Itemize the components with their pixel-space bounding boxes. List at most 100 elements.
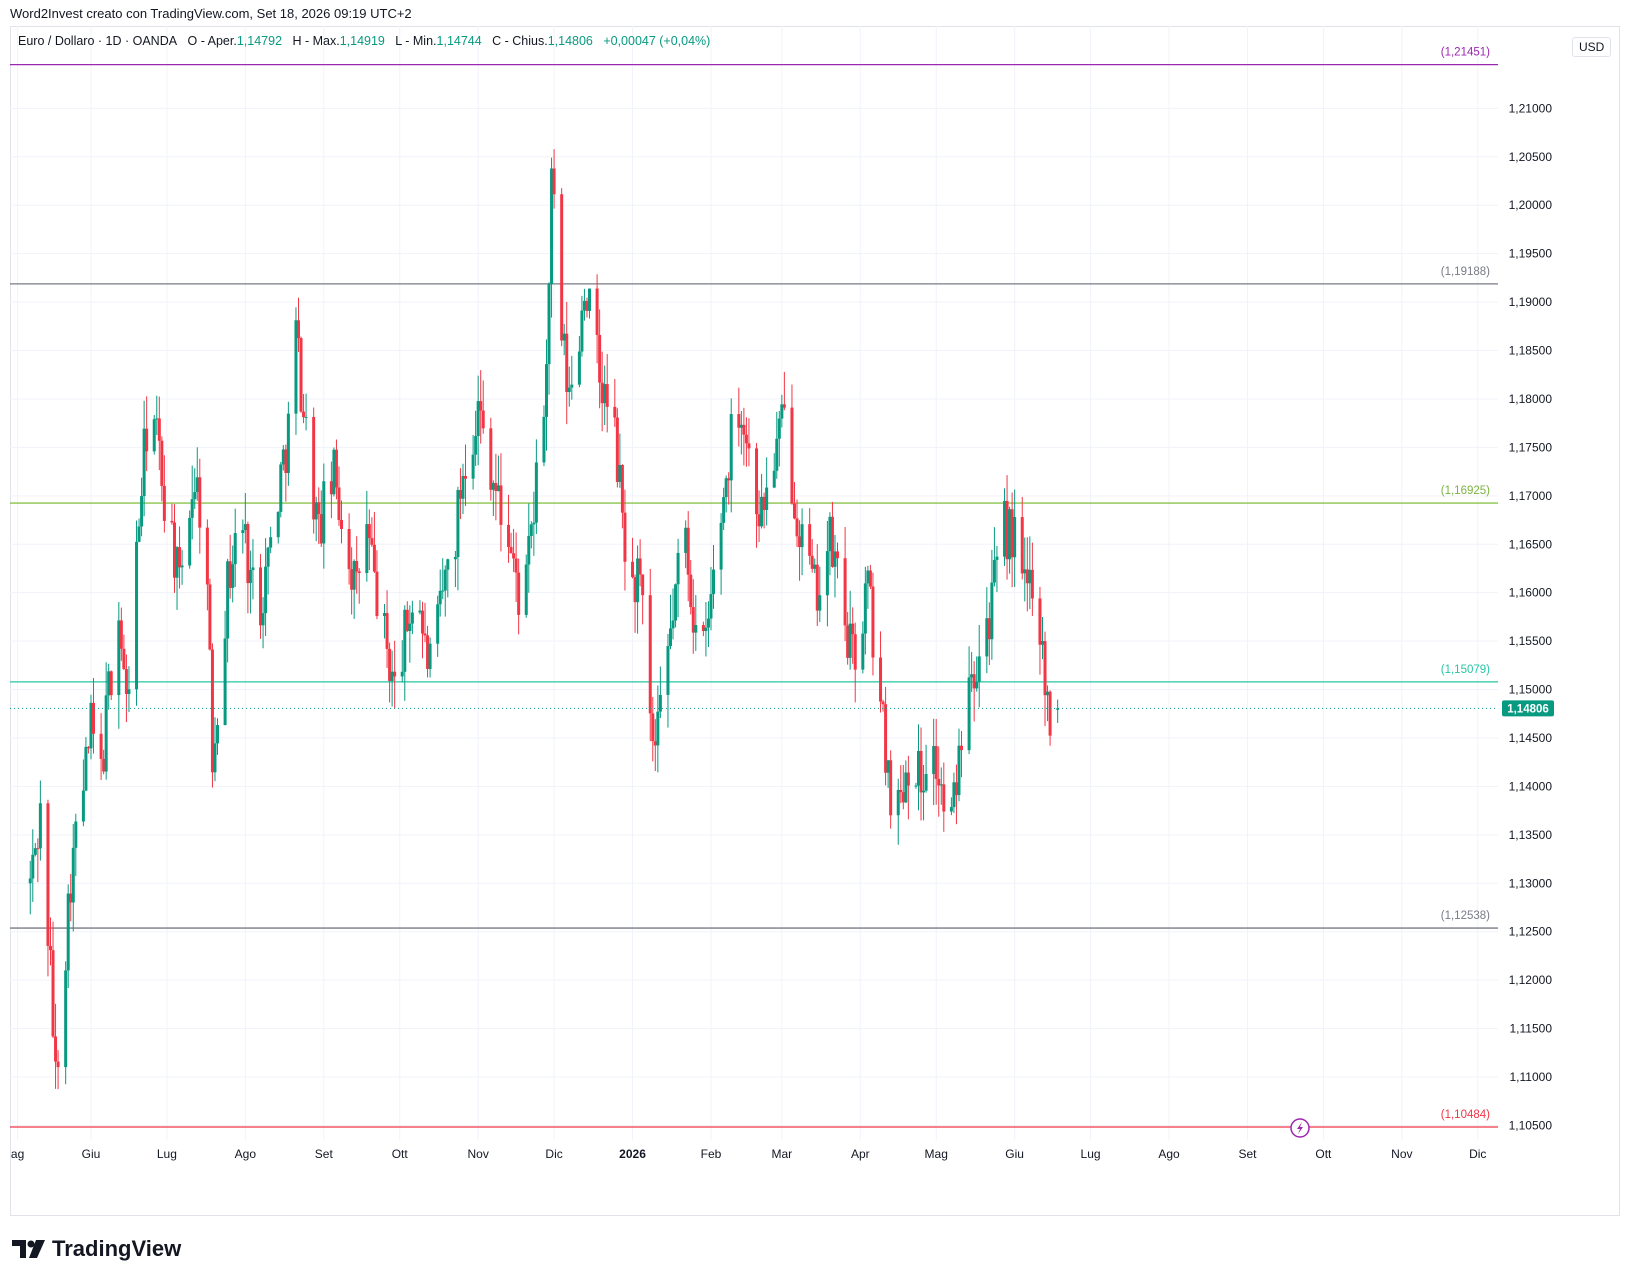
candle-body xyxy=(367,524,371,539)
candle-body xyxy=(1003,500,1007,557)
candle-body xyxy=(69,893,73,903)
candle-body xyxy=(233,533,237,565)
candle-body xyxy=(178,547,182,568)
open-label: O - Aper. xyxy=(187,34,237,48)
candle-body xyxy=(175,547,179,578)
candle-body xyxy=(603,384,607,404)
candle-body xyxy=(357,571,361,574)
candle-body xyxy=(881,701,885,705)
level-label: (1,15079) xyxy=(1441,664,1490,676)
candle-body xyxy=(56,1061,60,1068)
candle-body xyxy=(317,502,321,515)
candle-body xyxy=(102,758,106,772)
candle-body xyxy=(251,567,255,570)
candle-body xyxy=(712,569,716,595)
candle-body xyxy=(198,477,202,528)
candle-body xyxy=(762,496,766,511)
candle-body xyxy=(600,382,604,404)
candle-body xyxy=(704,627,708,632)
x-tick-label: Feb xyxy=(701,1147,722,1161)
candle-body xyxy=(276,511,280,538)
candle-body xyxy=(160,440,164,486)
candle-body xyxy=(137,526,141,542)
candle-body xyxy=(418,610,422,613)
price-axis: 1,21000 1,20500 1,20000 1,19500 1,19000 1,185… xyxy=(1509,101,1553,1132)
candle-body xyxy=(722,497,726,523)
x-tick-label: Set xyxy=(315,1147,334,1161)
candle-body xyxy=(666,646,670,695)
candle-body xyxy=(922,790,926,793)
candle-body xyxy=(790,407,794,504)
y-tick-label: 1,13000 xyxy=(1509,876,1553,890)
candle-body xyxy=(919,750,923,793)
candle-body xyxy=(529,524,533,536)
chart-frame xyxy=(10,26,1620,1216)
candle-body xyxy=(64,970,68,1068)
candle-body xyxy=(496,485,500,492)
candle-body xyxy=(1056,708,1060,710)
level-label: (1,10484) xyxy=(1441,1109,1490,1121)
candle-body xyxy=(618,464,622,482)
change-value: +0,00047 (+0,04%) xyxy=(603,34,711,48)
candle-body xyxy=(810,555,814,569)
tradingview-logo[interactable]: TradingView xyxy=(12,1236,181,1262)
last-price-tag xyxy=(1502,700,1554,717)
candle-body xyxy=(385,613,389,649)
candle-body xyxy=(223,638,227,726)
candle-body xyxy=(620,464,624,513)
candle-body xyxy=(906,772,910,786)
candle-body xyxy=(259,567,263,626)
candle-body xyxy=(808,524,812,556)
y-tick-label: 1,18000 xyxy=(1509,392,1553,406)
high-value: 1,14919 xyxy=(339,34,385,48)
candle-body xyxy=(813,564,817,569)
candle-body xyxy=(1020,517,1024,574)
candle-body xyxy=(294,320,298,414)
candle-body xyxy=(458,490,462,499)
candle-body xyxy=(172,522,176,578)
candle-body xyxy=(582,300,586,311)
candle-body xyxy=(542,416,546,463)
candle-body xyxy=(372,544,376,572)
candle-body xyxy=(648,595,652,714)
candle-body xyxy=(957,745,961,796)
candle-body xyxy=(304,416,308,418)
last-price: 1,14806 xyxy=(10,700,1554,717)
candle-body xyxy=(861,633,865,670)
candle-body xyxy=(775,438,779,471)
candle-body xyxy=(71,847,75,903)
candle-body xyxy=(889,760,893,816)
candle-body xyxy=(863,583,867,634)
candle-body xyxy=(246,524,250,584)
currency-button[interactable]: USD xyxy=(1572,37,1612,57)
candle-body xyxy=(868,570,872,587)
candle-body xyxy=(828,516,832,552)
candle-body xyxy=(901,792,905,803)
price-chart[interactable]: (1,21451) (1,19188) (1,16925) (1,15079) (1,1… xyxy=(0,0,1633,1230)
candle-body xyxy=(517,572,521,615)
candle-body xyxy=(279,464,283,512)
candle-body xyxy=(843,558,847,626)
candle-body xyxy=(1013,517,1017,558)
candle-body xyxy=(739,424,743,428)
candle-body xyxy=(932,745,936,775)
candle-body xyxy=(818,595,822,611)
candle-body xyxy=(1008,509,1012,560)
candle-body xyxy=(552,168,556,195)
candle-body xyxy=(28,878,32,884)
candle-body xyxy=(800,524,804,548)
candle-body xyxy=(1038,598,1042,645)
candle-body xyxy=(51,950,55,1037)
candle-body xyxy=(755,448,759,515)
candle-body xyxy=(544,364,548,417)
horizontal-levels: (1,21451) (1,19188) (1,16925) (1,15079) (1,1… xyxy=(10,47,1498,1128)
high-label: H - Max. xyxy=(292,34,340,48)
x-tick-label: Apr xyxy=(851,1147,870,1161)
candle-body xyxy=(914,785,918,787)
candle-body xyxy=(1010,509,1014,558)
candle-body xyxy=(934,745,938,779)
y-tick-label: 1,17500 xyxy=(1509,440,1553,454)
candle-body xyxy=(1023,569,1027,574)
candle-body xyxy=(296,320,300,339)
candle-body xyxy=(524,564,528,615)
